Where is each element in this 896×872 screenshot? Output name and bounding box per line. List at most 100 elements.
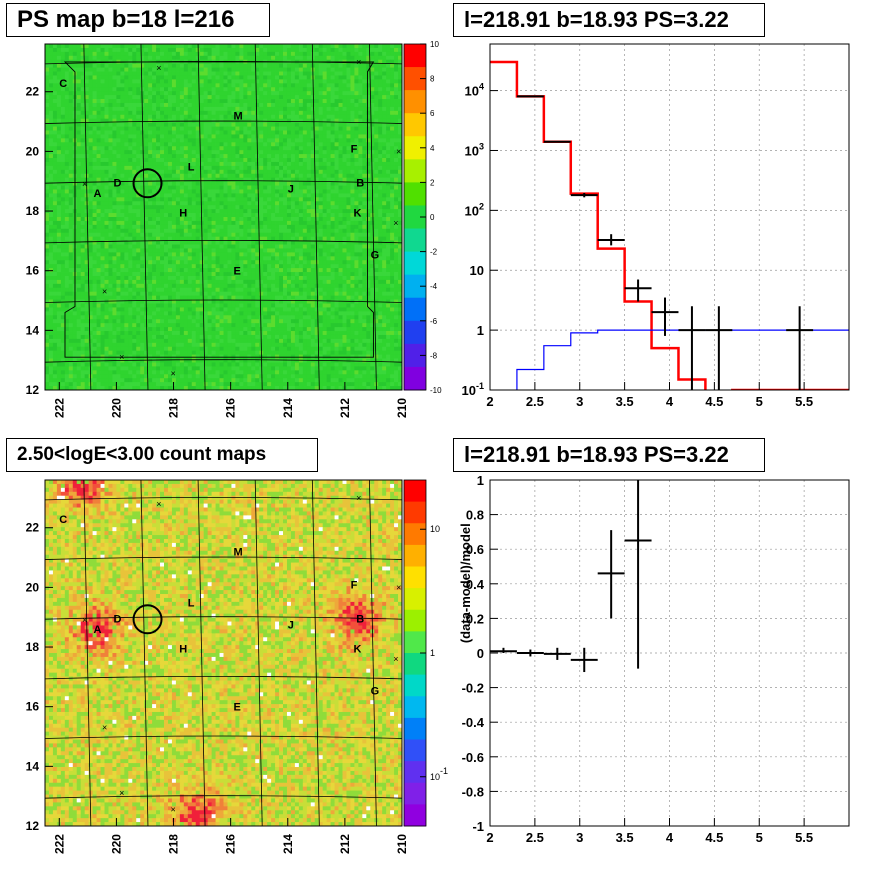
map-pixel [180, 245, 184, 249]
map-pixel [247, 95, 251, 99]
map-pixel [339, 213, 343, 217]
map-pixel [208, 111, 212, 115]
map-pixel [69, 225, 73, 229]
map-pixel [394, 44, 398, 48]
map-pixel [140, 256, 144, 260]
map-pixel [239, 158, 243, 162]
map-pixel [89, 79, 93, 83]
map-pixel [57, 142, 61, 146]
map-pixel [239, 123, 243, 127]
map-pixel [164, 64, 168, 68]
map-pixel [343, 111, 347, 115]
map-pixel [61, 119, 65, 123]
map-pixel [343, 233, 347, 237]
map-pixel [366, 197, 370, 201]
map-pixel [49, 186, 53, 190]
map-pixel [299, 99, 303, 103]
map-pixel [124, 221, 128, 225]
map-pixel [319, 99, 323, 103]
map-pixel [164, 182, 168, 186]
map-pixel [101, 256, 105, 260]
map-pixel [350, 166, 354, 170]
map-pixel [61, 103, 65, 107]
map-pixel [196, 83, 200, 87]
map-pixel [61, 127, 65, 131]
map-pixel [303, 158, 307, 162]
map-pixel [390, 44, 394, 48]
map-pixel [224, 221, 228, 225]
map-pixel [148, 252, 152, 256]
map-pixel [319, 103, 323, 107]
map-pixel [295, 166, 299, 170]
map-pixel [315, 158, 319, 162]
map-pixel [192, 154, 196, 158]
map-pixel [271, 256, 275, 260]
map-pixel [156, 197, 160, 201]
map-pixel [112, 162, 116, 166]
map-pixel [220, 111, 224, 115]
map-pixel [85, 225, 89, 229]
map-pixel [184, 99, 188, 103]
map-pixel [180, 68, 184, 72]
map-pixel [61, 162, 65, 166]
map-pixel [180, 256, 184, 260]
map-pixel [287, 111, 291, 115]
map-pixel [267, 115, 271, 119]
map-pixel [81, 99, 85, 103]
map-pixel [124, 127, 128, 131]
map-pixel [112, 91, 116, 95]
map-pixel [101, 205, 105, 209]
map-pixel [152, 107, 156, 111]
map-pixel [180, 221, 184, 225]
map-pixel [259, 186, 263, 190]
map-pixel [152, 79, 156, 83]
map-pixel [354, 111, 358, 115]
map-pixel [386, 154, 390, 158]
map-pixel [204, 201, 208, 205]
map-pixel [136, 52, 140, 56]
map-pixel [188, 221, 192, 225]
map-pixel [97, 245, 101, 249]
map-pixel [136, 146, 140, 150]
map-pixel [362, 123, 366, 127]
map-pixel [81, 150, 85, 154]
map-pixel [303, 146, 307, 150]
map-pixel [287, 68, 291, 72]
map-pixel [335, 162, 339, 166]
map-pixel [196, 174, 200, 178]
map-pixel [354, 95, 358, 99]
map-pixel [156, 233, 160, 237]
map-pixel [390, 99, 394, 103]
map-pixel [279, 64, 283, 68]
map-pixel [303, 166, 307, 170]
map-pixel [346, 189, 350, 193]
map-pixel [172, 79, 176, 83]
map-pixel [93, 83, 97, 87]
map-pixel [354, 229, 358, 233]
map-pixel [331, 174, 335, 178]
map-pixel [120, 138, 124, 142]
map-pixel [390, 197, 394, 201]
map-pixel [291, 213, 295, 217]
map-pixel [251, 72, 255, 76]
map-pixel [255, 197, 259, 201]
map-pixel [220, 209, 224, 213]
map-pixel [220, 217, 224, 221]
map-pixel [227, 248, 231, 252]
map-pixel [311, 186, 315, 190]
map-pixel [319, 72, 323, 76]
map-pixel [220, 72, 224, 76]
map-pixel [303, 44, 307, 48]
map-pixel [343, 127, 347, 131]
map-pixel [77, 99, 81, 103]
map-pixel [192, 229, 196, 233]
map-pixel [307, 182, 311, 186]
map-pixel [220, 134, 224, 138]
map-pixel [144, 142, 148, 146]
map-pixel [267, 142, 271, 146]
map-pixel [148, 127, 152, 131]
map-pixel [366, 178, 370, 182]
map-pixel [176, 150, 180, 154]
map-pixel [164, 142, 168, 146]
map-pixel [116, 260, 120, 264]
